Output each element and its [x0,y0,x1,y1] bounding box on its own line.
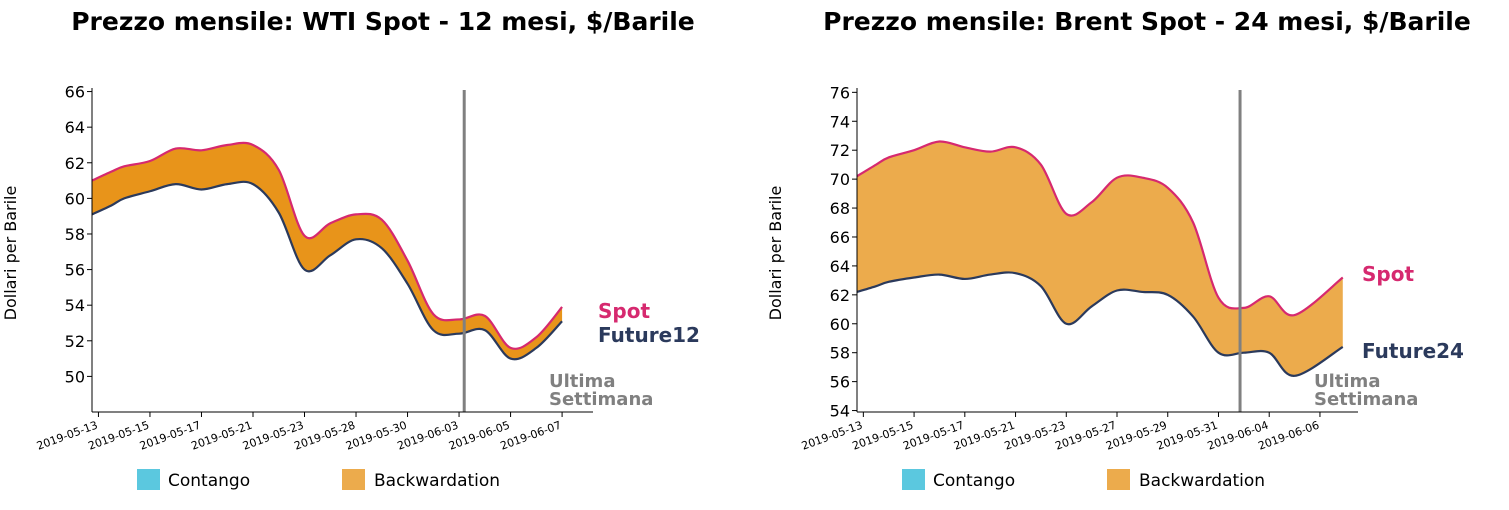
wti-y-tick-label: 50 [65,367,85,386]
brent-y-tick-label: 62 [830,286,850,305]
brent-spot-series-label: Spot [1362,262,1414,286]
wti-legend-contango-label: Contango [168,471,250,491]
wti-backwardation-area [92,142,563,360]
brent-y-tick-label: 54 [830,402,850,421]
wti-legend: Contango Backwardation [137,469,500,491]
wti-y-tick-label: 52 [65,332,85,351]
brent-y-axis-label: Dollari per Barile [766,186,785,321]
brent-chart-title: Prezzo mensile: Brent Spot - 24 mesi, $/… [823,7,1471,36]
wti-plot-area [91,90,563,412]
brent-backwardation-area [857,141,1343,376]
wti-ultima-label: Ultima [549,371,615,392]
brent-y-tick-label: 76 [830,83,850,102]
wti-chart: Prezzo mensile: WTI Spot - 12 mesi, $/Ba… [1,7,700,491]
brent-legend-backwardation-label: Backwardation [1139,471,1265,491]
wti-y-tick-label: 56 [65,261,85,280]
brent-legend: Contango Backwardation [902,469,1265,491]
wti-y-axis-label: Dollari per Barile [1,186,20,321]
brent-future24-series-label: Future24 [1362,339,1464,363]
brent-y-tick-label: 72 [830,141,850,160]
wti-y-tick-label: 54 [65,296,85,315]
wti-legend-backwardation-label: Backwardation [374,471,500,491]
brent-y-tick-label: 56 [830,373,850,392]
wti-y-tick-label: 62 [65,154,85,173]
brent-ultima-label: Ultima [1314,371,1380,392]
wti-future12-series-label: Future12 [598,323,700,347]
brent-legend-contango-swatch [902,469,925,490]
wti-legend-backwardation-swatch [342,469,365,490]
brent-legend-contango-label: Contango [933,471,1015,491]
brent-y-tick-label: 66 [830,228,850,247]
brent-settimana-label: Settimana [1314,389,1418,410]
wti-legend-contango-swatch [137,469,160,490]
brent-y-tick-label: 64 [830,257,850,276]
wti-chart-title: Prezzo mensile: WTI Spot - 12 mesi, $/Ba… [71,7,695,36]
wti-y-tick-label: 64 [65,118,85,137]
wti-settimana-label: Settimana [549,389,653,410]
brent-y-tick-label: 58 [830,344,850,363]
wti-y-tick-label: 60 [65,189,85,208]
wti-spot-series-label: Spot [598,299,650,323]
brent-plot-area [856,90,1344,412]
brent-y-tick-label: 60 [830,315,850,334]
brent-legend-backwardation-swatch [1107,469,1130,490]
brent-y-tick-label: 68 [830,199,850,218]
wti-future-line [91,180,563,361]
wti-y-tick-label: 66 [65,83,85,102]
brent-future-line [856,271,1344,377]
wti-axes: 5052545658606264662019-05-132019-05-1520… [35,83,593,453]
wti-y-tick-label: 58 [65,225,85,244]
wti-spot-line [91,141,563,350]
brent-y-tick-label: 70 [830,170,850,189]
brent-chart: Prezzo mensile: Brent Spot - 24 mesi, $/… [766,7,1471,491]
brent-y-tick-label: 74 [830,112,850,131]
